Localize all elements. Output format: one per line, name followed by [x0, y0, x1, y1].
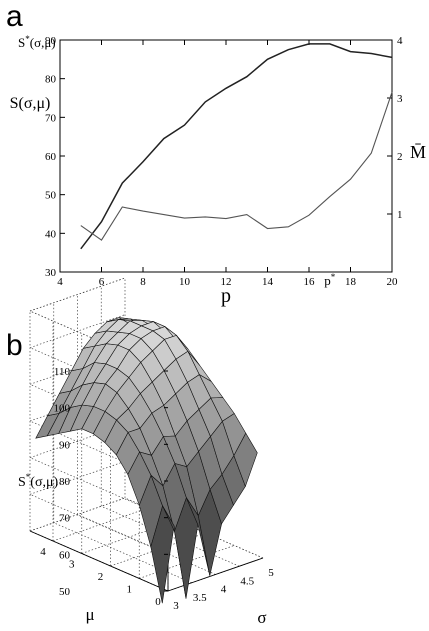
grid-line-mu-floor: [52, 507, 149, 542]
series-line-left: [80, 43, 393, 250]
y2-tick-label-a: 2: [397, 151, 403, 163]
panel-label-a: a: [6, 0, 23, 33]
grid-line-z-left: [29, 494, 169, 555]
z-tick-label-b: 100: [54, 403, 71, 415]
z-tick-label-b: 90: [59, 439, 71, 451]
x-tick-label-a: 14: [262, 276, 274, 288]
sigma-tick-label-b: 3.5: [193, 592, 207, 604]
y2-tick-label-a: 1: [397, 209, 403, 221]
z-tick-label-b: 60: [59, 549, 71, 561]
y-axis-label-a: S(σ,μ): [10, 95, 51, 112]
y2-tick-label-a: 3: [397, 93, 403, 105]
z-tick-label-b: 70: [59, 513, 71, 525]
x-ticks-a: 4 6 8 10 12 14 16 18 20: [57, 40, 398, 288]
y2-tick-label-a: 4: [397, 35, 403, 47]
grid-line-mu-floor: [81, 520, 177, 554]
surface-patch: [233, 432, 258, 488]
y-tick-label-a: 80: [45, 74, 57, 86]
grid-line-sigma-floor: [77, 514, 216, 575]
y-tick-label-a: 30: [45, 267, 57, 279]
mu-tick-label-b: 3: [69, 559, 75, 571]
x-tick-label-a: 18: [345, 276, 357, 288]
surface-b: [35, 317, 258, 604]
grid-line-z-back: [29, 424, 126, 458]
z-tick-label-b: 110: [54, 366, 71, 378]
z-tick-label-b: 80: [59, 476, 71, 488]
y-tick-label-a: 60: [45, 151, 57, 163]
y-tick-label-a: 90: [45, 35, 57, 47]
x-tick-label-a: 10: [179, 276, 191, 288]
x-tick-label-a: 8: [140, 276, 146, 288]
sigma-tick-label-b: 3: [173, 600, 179, 612]
x-tick-label-a: 4: [57, 276, 63, 288]
box-edge: [29, 497, 126, 532]
box-edge: [29, 277, 126, 312]
grid-line-z-back: [29, 461, 126, 495]
mu-tick-label-b: 0: [155, 596, 161, 608]
series-lines-a: [80, 43, 393, 250]
y-axis-top-label-a: S*(σ,μ): [18, 34, 56, 50]
series-line-right: [80, 92, 393, 241]
grid-line-sigma-floor: [53, 522, 192, 584]
y-tick-label-a: 50: [45, 190, 57, 202]
p-star-label: p*: [324, 272, 336, 288]
plot-frame-a: [59, 39, 393, 273]
y2-ticks-a: 1 2 3 4: [387, 35, 403, 221]
sigma-tick-label-b: 5: [268, 567, 274, 579]
mu-axis-line: [29, 530, 169, 592]
mu-tick-label-b: 2: [98, 571, 104, 583]
x-tick-label-a: 16: [304, 276, 316, 288]
z-tick-label-b: 50: [59, 586, 71, 598]
y-ticks-a: 30 40 50 60 70 80 90: [45, 35, 65, 279]
y-axis-label-b: μ: [85, 605, 94, 624]
mu-tick-label-b: 1: [127, 584, 133, 596]
x-tick-label-a: 20: [387, 276, 399, 288]
sigma-tick-label-b: 4.5: [240, 575, 254, 587]
x-tick-label-a: 12: [221, 276, 232, 288]
x-axis-label-b: σ: [257, 608, 266, 627]
mu-tick-label-b: 4: [40, 546, 46, 558]
y-tick-label-a: 70: [45, 112, 57, 124]
panel-label-b: b: [6, 329, 23, 362]
x-axis-label-a: p: [221, 285, 231, 307]
sigma-tick-label-b: 4: [221, 584, 227, 596]
box-edge: [124, 497, 264, 559]
grid-line-sigma-floor: [101, 505, 240, 567]
x-tick-label-a: 6: [99, 276, 105, 288]
y-tick-label-a: 40: [45, 228, 57, 240]
y2-axis-label-a: M̄: [410, 142, 426, 162]
z-axis-label-b: S*(σ,μ): [18, 472, 59, 490]
